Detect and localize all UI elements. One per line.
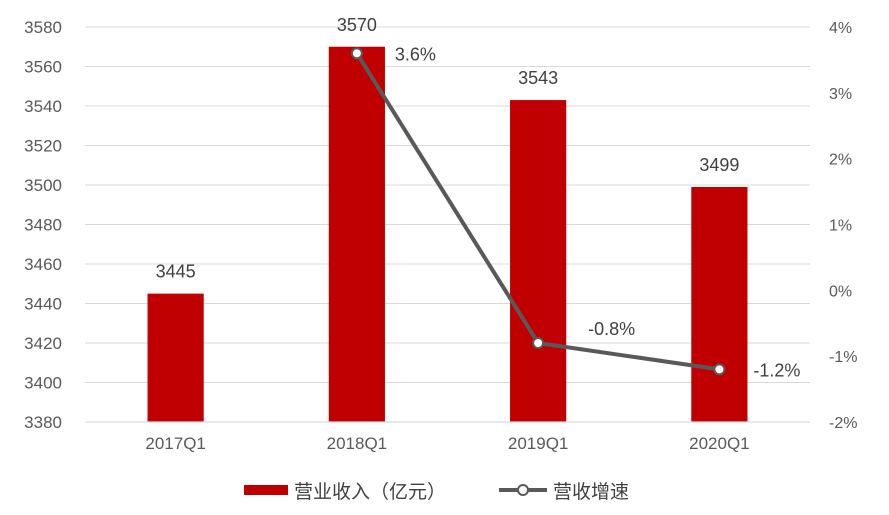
- y-tick-label: 3480: [24, 216, 62, 235]
- growth-marker: [350, 47, 363, 60]
- bar: [510, 100, 567, 422]
- y-tick-label: 3400: [24, 374, 62, 393]
- bar-series: [147, 46, 748, 422]
- y2-tick-label: -1%: [829, 349, 857, 366]
- legend-swatch-marker: [517, 484, 529, 496]
- y2-tick-label: 4%: [829, 20, 852, 37]
- y-tick-label: 3420: [24, 334, 62, 353]
- y-tick-label: 3380: [24, 413, 62, 432]
- bar: [147, 293, 204, 422]
- axes: 3580 3560 3540 3520 3500 3480 3460 3440 3420 3400…: [24, 18, 857, 453]
- y-tick-label: 3580: [24, 18, 62, 37]
- growth-data-label: -0.8%: [588, 319, 635, 339]
- y-tick-label: 3460: [24, 255, 62, 274]
- y2-tick-label: 2%: [829, 152, 852, 169]
- x-tick-label: 2020Q1: [689, 434, 750, 453]
- y-tick-label: 3520: [24, 137, 62, 156]
- bar: [691, 186, 748, 422]
- y2-tick-label: 3%: [829, 86, 852, 103]
- growth-marker: [532, 337, 545, 349]
- bar-data-label: 3543: [518, 68, 558, 88]
- y2-tick-label: -2%: [829, 415, 857, 432]
- gridlines: [85, 26, 810, 383]
- growth-marker: [713, 363, 726, 376]
- y2-tick-label: 1%: [829, 218, 852, 235]
- growth-data-label: -1.2%: [753, 360, 800, 380]
- growth-data-label: 3.6%: [395, 44, 436, 64]
- legend-label-line: 营收增速: [553, 481, 629, 503]
- x-tick-label: 2017Q1: [145, 434, 206, 453]
- legend-swatch-bar: [244, 485, 288, 495]
- bar-data-label: 3570: [337, 15, 377, 35]
- y-tick-label: 3540: [24, 97, 62, 116]
- y2-tick-label: 0%: [829, 283, 852, 300]
- y-tick-label: 3500: [24, 176, 62, 195]
- x-tick-label: 2018Q1: [327, 434, 388, 453]
- line-series: [350, 47, 726, 376]
- y-tick-label: 3560: [24, 58, 62, 77]
- legend-label-bar: 营业收入（亿元）: [294, 481, 446, 503]
- bar-data-label: 3499: [699, 155, 739, 175]
- y-tick-label: 3440: [24, 295, 62, 314]
- data-labels: 3445 3570 3543 3499 3.6% -0.8% -1.2%: [156, 15, 801, 381]
- x-tick-label: 2019Q1: [508, 434, 569, 453]
- bar-data-label: 3445: [156, 262, 196, 282]
- bar: [328, 46, 385, 422]
- legend: 营业收入（亿元） 营收增速: [244, 481, 629, 503]
